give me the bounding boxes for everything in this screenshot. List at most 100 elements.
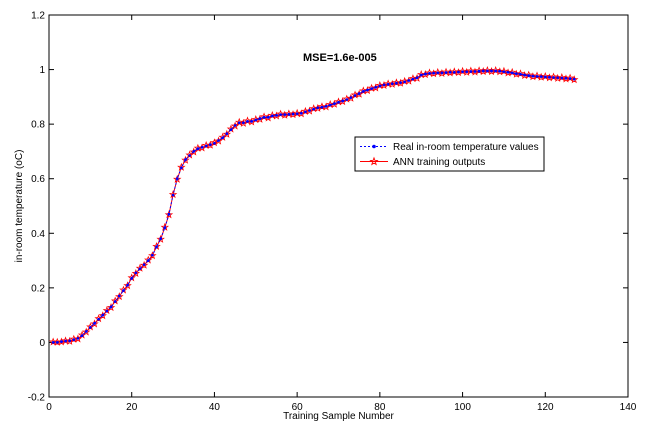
series-real-point	[510, 71, 514, 75]
series-real-point	[171, 193, 175, 197]
series-real-point	[246, 120, 249, 123]
series-real-point	[469, 70, 473, 73]
series-real-point	[494, 69, 498, 73]
series-real-point	[440, 71, 444, 75]
series-real-point	[134, 271, 138, 275]
series-ann-point	[148, 251, 157, 260]
x-tick-label: 100	[454, 402, 471, 413]
series-real-point	[270, 114, 274, 118]
series-real-point	[366, 88, 369, 92]
series-real-point	[60, 340, 63, 344]
legend-swatch-real-marker	[372, 144, 376, 149]
series-real-point	[105, 309, 109, 313]
series-real-point	[64, 339, 67, 343]
series-real-point	[175, 177, 179, 181]
series-real-point	[130, 276, 134, 280]
series-real-point	[415, 76, 419, 80]
y-tick-labels: -0.2 0 0.2 0.4 0.6 0.8 1 1.2	[28, 11, 46, 404]
series-real-point	[328, 103, 332, 107]
y-tick-label: -0.2	[28, 393, 46, 404]
series-real-point	[225, 132, 229, 136]
series-real-point	[419, 73, 423, 77]
axis-ticks	[48, 14, 629, 398]
series-real-point	[568, 77, 572, 80]
series-real-point	[502, 70, 506, 74]
series-real-point	[93, 321, 96, 325]
series-real-point	[572, 77, 576, 81]
series-ann-point	[139, 260, 149, 269]
series-real-point	[324, 105, 328, 108]
series-real-point	[527, 74, 531, 77]
series-real-point	[349, 96, 353, 100]
y-tick-label: 0.6	[31, 174, 45, 185]
series-real-point	[519, 72, 522, 76]
legend-label-real: Real in-room temperature values	[393, 142, 539, 153]
series-real-point	[101, 313, 105, 317]
x-tick-labels: 0 20 40 60 80 100 120 140	[46, 402, 637, 413]
series-real-point	[465, 70, 469, 74]
series-real-point	[361, 90, 365, 93]
series-real-point	[266, 115, 270, 119]
series-real-point	[122, 289, 125, 292]
series-ann-point	[495, 67, 505, 76]
series-real-point	[448, 70, 452, 74]
series-real-point	[560, 76, 564, 80]
series-real-point	[192, 150, 196, 153]
series-real-point	[357, 92, 361, 95]
series-real-point	[436, 71, 440, 75]
y-tick-label: 0.2	[31, 283, 45, 294]
series-real-point	[308, 109, 311, 112]
series-real-point	[428, 71, 431, 75]
series-real-point	[250, 120, 254, 123]
series-real-point	[51, 341, 55, 344]
series-real-point	[146, 259, 150, 262]
series-real-point	[163, 226, 167, 230]
series-real-point	[196, 147, 200, 151]
series-real-point	[275, 114, 278, 117]
series-real-point	[159, 237, 163, 241]
series-real-point	[345, 98, 349, 101]
series-real-point	[485, 69, 489, 73]
y-tick-label: 1	[39, 65, 45, 76]
series-real-point	[304, 110, 307, 114]
series-real-point	[523, 73, 527, 77]
series-real-point	[378, 84, 382, 88]
series-ann-point	[90, 319, 99, 328]
series-real-point	[473, 70, 477, 73]
series-ann-point	[181, 155, 190, 164]
series-real-point	[506, 70, 510, 74]
series-real-point	[539, 75, 543, 79]
series-ann-point	[156, 234, 165, 243]
series-real-point	[80, 334, 84, 338]
x-axis-label: Training Sample Number	[283, 411, 394, 422]
series-real-point	[217, 139, 220, 142]
legend-box	[354, 136, 545, 172]
series-real-point	[179, 166, 183, 170]
series-real-point	[84, 330, 88, 333]
series-real-point	[291, 112, 295, 116]
series-real-point	[531, 74, 535, 78]
series-real-point	[287, 112, 291, 116]
series-real-point	[386, 82, 390, 86]
series-real-point	[279, 113, 282, 116]
y-tick-label: 1.2	[31, 11, 45, 22]
series-ann-point	[81, 327, 91, 336]
series-real-point	[138, 267, 142, 271]
series-real-point	[423, 72, 427, 76]
series-real-point	[237, 121, 241, 125]
series-real-point	[150, 253, 154, 257]
series-real-point	[200, 145, 204, 149]
series-ann-point	[98, 311, 107, 320]
series-real-point	[432, 71, 436, 75]
series-real-point	[221, 136, 225, 140]
series-real-point	[337, 100, 340, 104]
series-real-point	[395, 81, 398, 85]
series-real-point	[543, 75, 547, 79]
series-real-point	[390, 82, 394, 86]
series-real-point	[498, 69, 502, 73]
series-real-point	[299, 111, 303, 115]
series-real-point	[481, 69, 485, 73]
series-ann-point	[164, 210, 174, 219]
series-real-point	[55, 341, 59, 344]
